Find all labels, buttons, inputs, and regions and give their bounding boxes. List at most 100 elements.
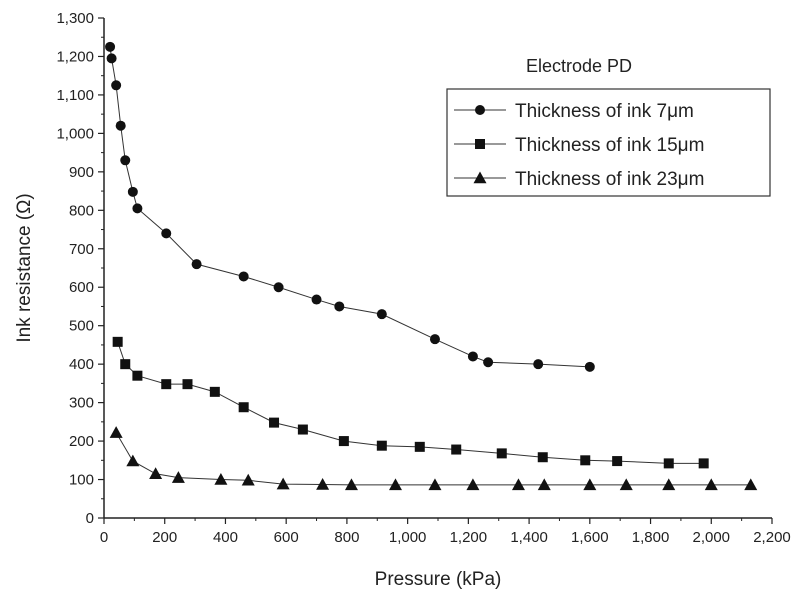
data-point [467,351,478,362]
y-tick-label: 500 [69,318,94,335]
data-point [311,294,322,305]
data-point [171,471,185,483]
x-tick-label: 800 [334,529,359,546]
data-point [662,478,676,491]
legend-title: Electrode PD [526,56,632,76]
series-2 [112,336,709,469]
series-line [117,341,704,464]
legend-label: Thickness of ink 15μm [515,135,704,156]
data-point [273,282,284,293]
data-point [149,467,163,479]
data-point [704,478,718,491]
data-point [161,228,172,239]
data-point [338,436,349,447]
data-point [537,478,551,491]
y-tick-label: 300 [69,395,94,412]
data-point [241,473,255,486]
data-point [511,478,525,491]
data-point [191,259,202,270]
y-tick-label: 0 [86,510,94,527]
data-point [744,478,758,491]
y-tick-label: 1,200 [56,48,94,65]
data-point [376,309,387,320]
data-point [475,105,485,115]
x-tick-label: 1,600 [571,529,609,546]
y-tick-label: 100 [69,472,94,489]
y-tick-label: 400 [69,356,94,373]
data-point [112,336,123,347]
data-point [619,478,633,491]
series-1 [105,41,595,372]
data-point [466,478,480,491]
data-point [120,359,131,370]
data-point [473,171,487,184]
y-tick-label: 200 [69,433,94,450]
data-point [106,53,117,64]
x-tick-label: 1,400 [510,529,548,546]
x-tick-label: 1,200 [450,529,488,546]
data-point [580,455,591,466]
data-point [127,186,138,197]
data-point [105,41,116,52]
y-axis-ticks: 0 100 200 300 400 500 600 700 800 900 1,000 1,100 1,… [56,10,104,527]
x-tick-label: 200 [152,529,177,546]
data-point [109,426,123,438]
data-point [276,477,290,490]
data-point [182,379,193,390]
data-point [111,80,122,91]
data-point [663,458,674,469]
data-point [297,424,308,435]
x-axis-title: Pressure (kPa) [375,569,502,590]
legend-label: Thickness of ink 7μm [515,101,694,122]
data-point [115,120,126,131]
data-point [132,203,143,214]
y-tick-label: 900 [69,164,94,181]
data-point [161,379,172,390]
data-point [214,473,228,485]
series-line [115,432,751,486]
y-tick-label: 1,000 [56,125,94,142]
data-point [475,139,485,149]
data-point [583,478,597,491]
x-tick-label: 600 [274,529,299,546]
data-point [612,456,623,467]
data-point [451,444,462,455]
data-point [584,361,595,372]
x-tick-label: 400 [213,529,238,546]
x-tick-label: 2,200 [753,529,791,546]
data-point [334,301,345,312]
x-axis-ticks: 0 200 400 600 800 1,000 1,200 1,400 1,600 1,800 2,… [100,518,791,546]
x-tick-label: 2,000 [692,529,730,546]
x-tick-label: 0 [100,529,108,546]
data-point [209,386,220,397]
data-point [344,478,358,491]
y-tick-label: 1,300 [56,10,94,27]
data-point [483,357,494,368]
x-tick-label: 1,800 [632,529,670,546]
data-point [537,452,548,463]
data-point [428,478,442,491]
y-axis-title: Ink resistance (Ω) [14,193,35,342]
data-point [414,441,425,452]
data-point [388,478,402,491]
data-point [698,458,709,469]
data-point [132,370,143,381]
y-tick-label: 600 [69,279,94,296]
legend: Thickness of ink 7μm Thickness of ink 15μ… [446,88,771,197]
data-point [316,478,330,490]
y-tick-label: 1,100 [56,87,94,104]
data-point [533,359,544,370]
series-layer [105,41,758,491]
y-tick-label: 800 [69,202,94,219]
data-point [376,440,387,451]
data-point [429,334,440,345]
data-point [238,271,249,282]
data-point [120,155,131,166]
data-point [269,417,280,428]
x-tick-label: 1,000 [389,529,427,546]
data-point [126,454,140,467]
y-tick-label: 700 [69,241,94,258]
data-point [496,448,507,459]
legend-label: Thickness of ink 23μm [515,169,704,190]
